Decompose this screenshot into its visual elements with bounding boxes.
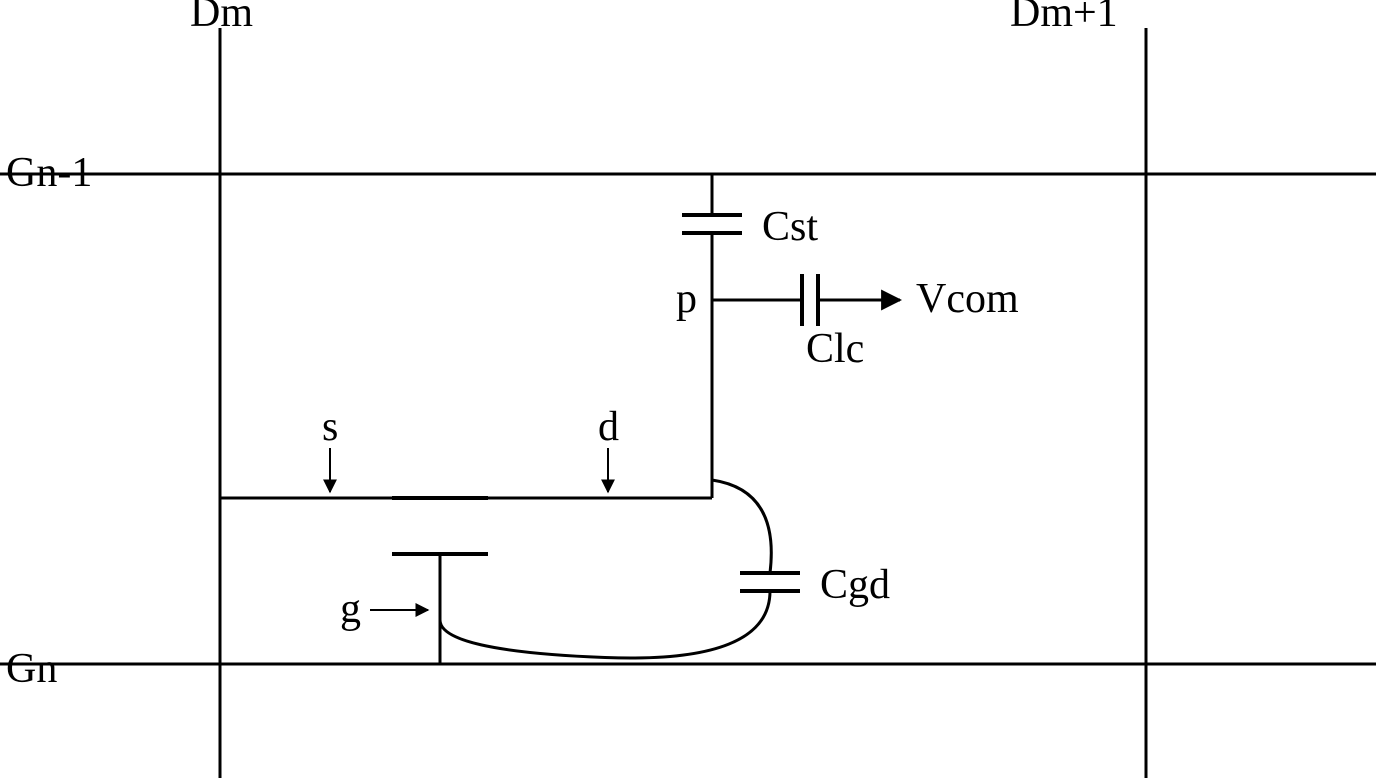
pixel-circuit-diagram: Dm Dm+1 Gn-1 Gn s d g p Cst Clc Vcom Cgd	[0, 0, 1376, 778]
source-label: s	[322, 404, 338, 450]
cst-label: Cst	[762, 204, 818, 250]
gate-line-label-1: Gn	[6, 646, 57, 692]
data-line-label-0: Dm	[190, 0, 253, 36]
cgd-lead-bot	[440, 591, 770, 658]
vcom-label: Vcom	[916, 276, 1019, 322]
pixel-node-label: p	[676, 276, 697, 322]
gate-line-label-0: Gn-1	[6, 150, 92, 196]
cgd-lead-top	[712, 480, 771, 573]
clc-label: Clc	[806, 326, 864, 372]
gate-term-label: g	[340, 586, 361, 632]
cgd-label: Cgd	[820, 562, 890, 608]
data-line-label-1: Dm+1	[1010, 0, 1118, 36]
drain-label: d	[598, 404, 619, 450]
